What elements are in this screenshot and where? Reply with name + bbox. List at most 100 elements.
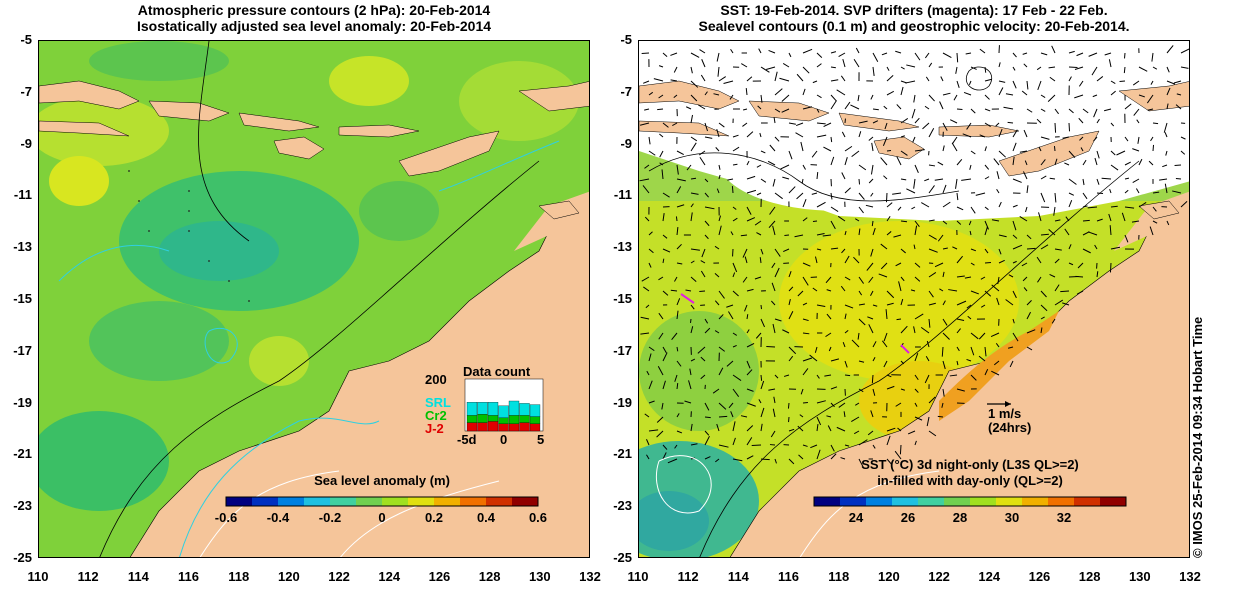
velocity-vector bbox=[690, 142, 697, 152]
velocity-vector bbox=[858, 192, 865, 200]
velocity-vector bbox=[718, 367, 724, 376]
velocity-vector bbox=[770, 300, 776, 306]
velocity-vector bbox=[760, 94, 763, 103]
data-count-bar bbox=[477, 402, 488, 415]
velocity-vector bbox=[701, 59, 706, 68]
velocity-vector bbox=[949, 374, 958, 377]
velocity-vector bbox=[704, 416, 711, 419]
velocity-vector bbox=[1012, 80, 1017, 89]
velocity-vector bbox=[940, 76, 944, 82]
velocity-vector bbox=[993, 158, 1000, 166]
velocity-vector bbox=[1166, 87, 1171, 96]
velocity-vector bbox=[837, 215, 846, 222]
velocity-vector bbox=[765, 66, 776, 70]
velocity-vector bbox=[732, 134, 739, 138]
velocity-vector bbox=[781, 94, 790, 102]
left-lon-tick: 130 bbox=[528, 569, 551, 584]
colorbar-swatch bbox=[892, 497, 919, 506]
velocity-vector bbox=[906, 188, 916, 194]
data-count-x-tick-end: 5 bbox=[537, 432, 545, 447]
velocity-vector bbox=[836, 426, 846, 432]
colorbar-swatch bbox=[944, 497, 971, 506]
data-count-x-tick-mid: 0 bbox=[500, 432, 508, 447]
velocity-vector bbox=[1053, 146, 1056, 152]
velocity-vector bbox=[998, 128, 1003, 138]
velocity-vector bbox=[1166, 220, 1170, 226]
velocity-vector bbox=[718, 164, 721, 170]
velocity-vector bbox=[998, 150, 1006, 158]
velocity-vector bbox=[1040, 52, 1048, 56]
velocity-vector bbox=[928, 94, 935, 102]
velocity-vector bbox=[800, 388, 804, 395]
velocity-vector bbox=[914, 440, 917, 446]
velocity-vector bbox=[970, 248, 977, 252]
velocity-vector bbox=[746, 360, 751, 369]
velocity-vector bbox=[970, 108, 976, 114]
velocity-vector bbox=[968, 220, 972, 226]
velocity-vector bbox=[858, 439, 868, 446]
velocity-vector bbox=[858, 120, 868, 124]
left-lat-tick: -13 bbox=[13, 239, 32, 255]
velocity-vector bbox=[704, 318, 709, 324]
velocity-vector bbox=[921, 202, 930, 208]
velocity-vector bbox=[1054, 258, 1060, 264]
left-lat-tick: -25 bbox=[13, 550, 32, 565]
velocity-vector bbox=[1051, 318, 1056, 324]
velocity-vector bbox=[925, 356, 930, 362]
velocity-vector bbox=[840, 457, 846, 460]
velocity-vector bbox=[740, 415, 748, 418]
velocity-vector bbox=[970, 262, 975, 266]
velocity-vector bbox=[841, 131, 846, 138]
velocity-vector bbox=[672, 122, 678, 127]
velocity-vector bbox=[956, 159, 963, 166]
colorbar-swatch bbox=[460, 497, 487, 506]
velocity-vector bbox=[1121, 212, 1126, 222]
velocity-vector bbox=[746, 189, 757, 194]
velocity-vector bbox=[962, 133, 972, 138]
velocity-vector bbox=[1082, 219, 1090, 222]
velocity-vector bbox=[895, 402, 902, 407]
right-lon-tick: 128 bbox=[1078, 569, 1101, 584]
data-count-legend-cr2: Cr2 bbox=[425, 408, 447, 423]
velocity-vector bbox=[1064, 162, 1070, 166]
velocity-vector bbox=[984, 220, 990, 230]
velocity-vector bbox=[1005, 93, 1014, 96]
velocity-vector bbox=[718, 314, 724, 320]
velocity-vector bbox=[756, 164, 762, 168]
velocity-vector bbox=[1138, 66, 1148, 72]
velocity-vector bbox=[914, 402, 918, 407]
velocity-vector bbox=[1096, 271, 1099, 278]
velocity-vector bbox=[700, 260, 706, 264]
velocity-vector bbox=[899, 444, 902, 455]
velocity-vector bbox=[759, 257, 762, 264]
sst-colorbar bbox=[813, 496, 1127, 507]
indonesian-islands bbox=[639, 80, 1189, 220]
velocity-vector bbox=[853, 256, 860, 264]
velocity-vector bbox=[746, 437, 753, 446]
velocity-vector bbox=[1132, 148, 1140, 152]
velocity-vector bbox=[760, 318, 765, 328]
velocity-vector bbox=[1091, 66, 1098, 76]
velocity-vector bbox=[913, 326, 916, 334]
velocity-vector bbox=[886, 216, 891, 222]
colorbar-swatch bbox=[252, 497, 279, 506]
data-count-bar bbox=[477, 414, 488, 423]
velocity-vector bbox=[858, 131, 862, 138]
velocity-vector bbox=[1082, 108, 1089, 114]
left-lon-tick: 118 bbox=[228, 569, 250, 584]
velocity-vector bbox=[658, 94, 664, 99]
velocity-vector bbox=[648, 248, 654, 254]
colorbar-swatch bbox=[1100, 497, 1127, 506]
data-count-inset bbox=[464, 378, 544, 432]
velocity-vector bbox=[1040, 94, 1046, 98]
velocity-vector bbox=[1051, 45, 1056, 54]
velocity-vector bbox=[897, 206, 902, 211]
velocity-vector bbox=[756, 192, 762, 196]
velocity-vector bbox=[760, 150, 766, 154]
velocity-vector bbox=[900, 220, 908, 223]
velocity-vector bbox=[774, 192, 783, 200]
velocity-vector bbox=[676, 298, 681, 306]
velocity-vector bbox=[732, 217, 738, 222]
velocity-vector bbox=[841, 172, 846, 180]
velocity-vector bbox=[1049, 274, 1056, 278]
